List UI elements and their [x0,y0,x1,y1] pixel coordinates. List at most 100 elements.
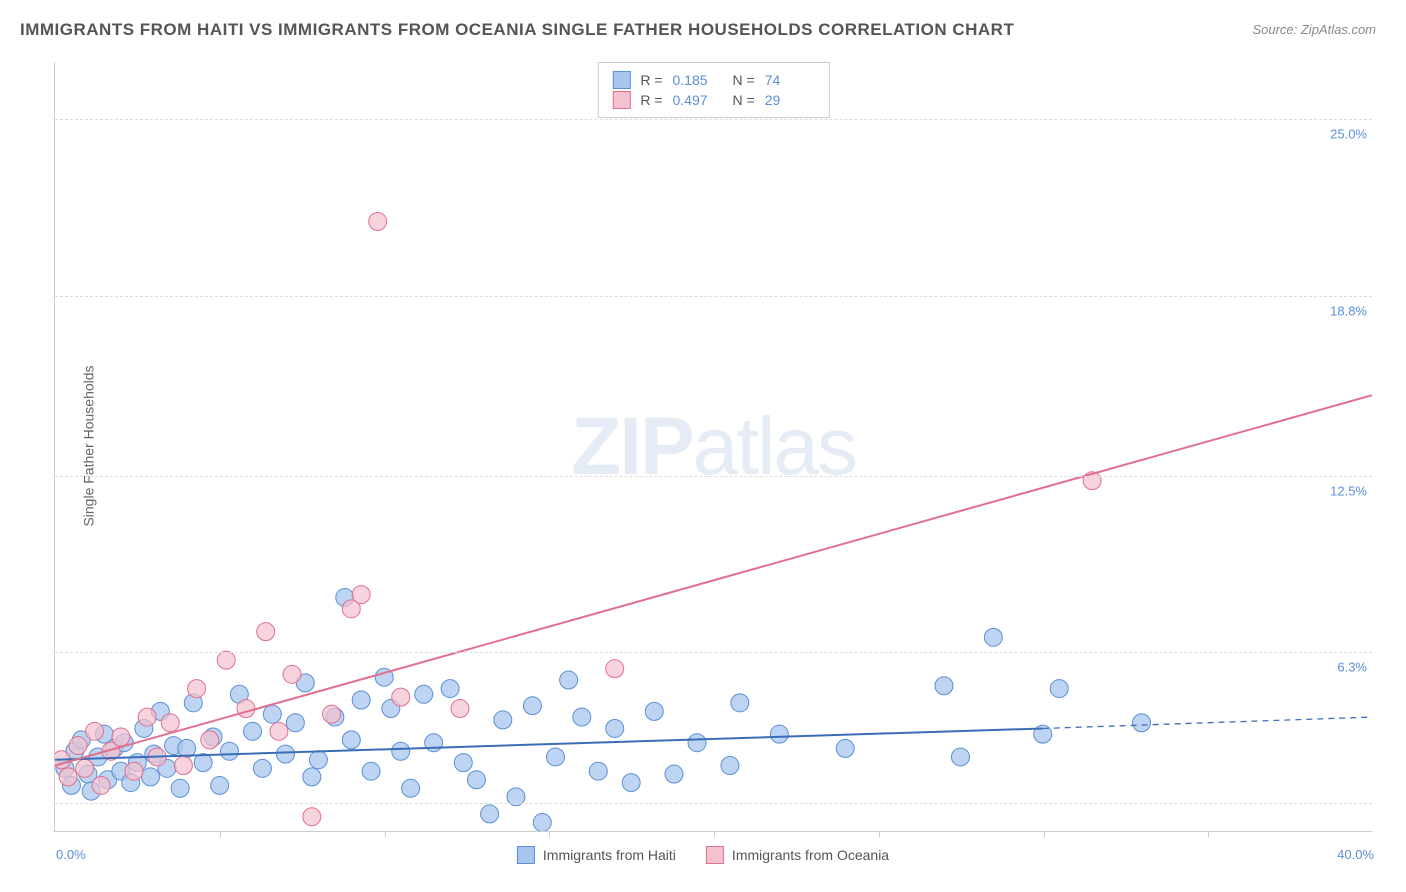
data-point [76,759,94,777]
data-point [257,623,275,641]
data-point [69,737,87,755]
data-point [352,691,370,709]
chart-svg [55,62,1372,831]
data-point [392,688,410,706]
data-point [984,628,1002,646]
data-point [211,776,229,794]
data-point [688,734,706,752]
data-point [125,762,143,780]
gridline [55,296,1372,297]
data-point [481,805,499,823]
gridline [55,119,1372,120]
data-point [263,705,281,723]
data-point [622,774,640,792]
data-point [303,808,321,826]
data-point [731,694,749,712]
data-point [188,680,206,698]
legend-label: Immigrants from Haiti [543,847,676,863]
data-point [606,660,624,678]
legend-item-oceania: Immigrants from Oceania [706,846,889,864]
plot-area: ZIPatlas R = 0.185 N = 74 R = 0.497 N = … [54,62,1372,832]
x-tick [220,831,221,837]
data-point [92,776,110,794]
correlation-legend-row: R = 0.497 N = 29 [612,91,814,109]
x-axis-min-label: 0.0% [56,847,86,862]
y-tick-label: 12.5% [1330,483,1367,498]
legend-item-haiti: Immigrants from Haiti [517,846,676,864]
data-point [467,771,485,789]
y-tick-label: 6.3% [1337,660,1367,675]
data-point [112,728,130,746]
y-tick-label: 18.8% [1330,303,1367,318]
x-tick [549,831,550,837]
chart-container: IMMIGRANTS FROM HAITI VS IMMIGRANTS FROM… [0,0,1406,892]
data-point [352,586,370,604]
data-point [171,779,189,797]
data-point [523,697,541,715]
data-point [665,765,683,783]
data-point [721,757,739,775]
data-point [323,705,341,723]
data-point [362,762,380,780]
data-point [194,754,212,772]
data-point [415,685,433,703]
data-point [560,671,578,689]
data-point [441,680,459,698]
data-point [59,768,77,786]
data-point [138,708,156,726]
data-point [402,779,420,797]
data-point [1050,680,1068,698]
correlation-legend: R = 0.185 N = 74 R = 0.497 N = 29 [597,62,829,118]
x-tick [1044,831,1045,837]
x-tick [1208,831,1209,837]
data-point [244,722,262,740]
data-point [770,725,788,743]
data-point [1133,714,1151,732]
x-tick [879,831,880,837]
data-point [606,719,624,737]
legend-swatch-icon [706,846,724,864]
data-point [951,748,969,766]
data-point [253,759,271,777]
y-tick-label: 25.0% [1330,127,1367,142]
data-point [174,757,192,775]
x-tick [385,831,386,837]
chart-title: IMMIGRANTS FROM HAITI VS IMMIGRANTS FROM… [20,20,1014,40]
data-point [369,213,387,231]
data-point [141,768,159,786]
data-point [589,762,607,780]
data-point [86,722,104,740]
x-tick [714,831,715,837]
legend-swatch-icon [517,846,535,864]
data-point [221,742,239,760]
legend-swatch-oceania [612,91,630,109]
data-point [286,714,304,732]
data-point [309,751,327,769]
legend-swatch-haiti [612,71,630,89]
data-point [237,700,255,718]
gridline [55,652,1372,653]
legend-label: Immigrants from Oceania [732,847,889,863]
data-point [161,714,179,732]
data-point [201,731,219,749]
data-point [217,651,235,669]
data-point [533,813,551,831]
trend-line-extrapolated [1043,717,1372,728]
data-point [276,745,294,763]
data-point [645,702,663,720]
data-point [392,742,410,760]
data-point [283,665,301,683]
data-point [494,711,512,729]
x-axis-max-label: 40.0% [1337,847,1374,862]
data-point [546,748,564,766]
data-point [935,677,953,695]
data-point [303,768,321,786]
data-point [425,734,443,752]
data-point [270,722,288,740]
data-point [454,754,472,772]
data-point [342,731,360,749]
source-attribution: Source: ZipAtlas.com [1252,22,1376,37]
data-point [836,739,854,757]
correlation-legend-row: R = 0.185 N = 74 [612,71,814,89]
data-point [573,708,591,726]
